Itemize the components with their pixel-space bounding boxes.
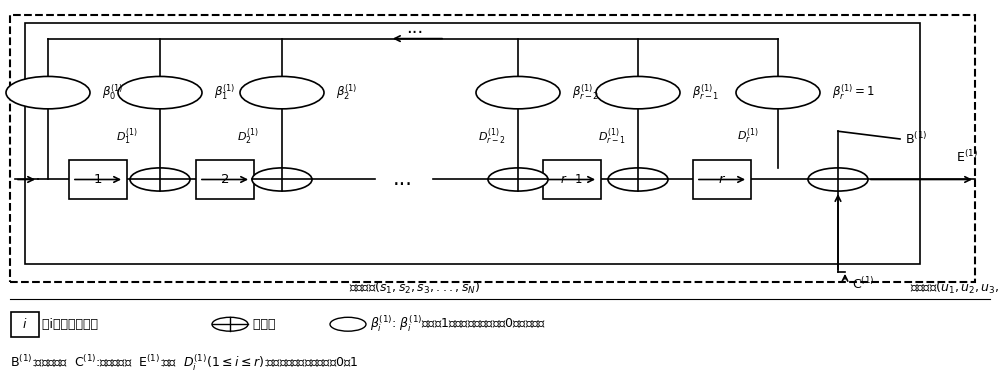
Text: $\beta_0^{(1)}$: $\beta_0^{(1)}$ xyxy=(102,83,123,102)
Circle shape xyxy=(240,76,324,109)
Circle shape xyxy=(808,168,868,191)
Text: $D_r^{(1)}$: $D_r^{(1)}$ xyxy=(737,127,759,147)
FancyBboxPatch shape xyxy=(693,160,751,199)
Text: $r$: $r$ xyxy=(718,173,726,186)
Text: $2$: $2$ xyxy=(220,173,230,186)
Text: C$^{(1)}$: C$^{(1)}$ xyxy=(852,276,875,292)
Text: 第i個移位寄存器: 第i個移位寄存器 xyxy=(42,318,106,331)
Circle shape xyxy=(736,76,820,109)
Text: ...: ... xyxy=(393,169,413,190)
Text: B$^{(1)}$: B$^{(1)}$ xyxy=(905,131,927,147)
FancyBboxPatch shape xyxy=(196,160,254,199)
Text: E$^{(1)}$: E$^{(1)}$ xyxy=(956,149,978,165)
Text: $\beta_2^{(1)}$: $\beta_2^{(1)}$ xyxy=(336,83,357,102)
FancyBboxPatch shape xyxy=(11,312,39,337)
Text: $\beta_{r-1}^{(1)}$: $\beta_{r-1}^{(1)}$ xyxy=(692,83,719,102)
Text: $1$: $1$ xyxy=(93,173,103,186)
Text: $r$$-$$1$: $r$$-$$1$ xyxy=(560,173,584,186)
Text: $\beta_1^{(1)}$: $\beta_1^{(1)}$ xyxy=(214,83,235,102)
Text: 模二加: 模二加 xyxy=(253,318,288,331)
Circle shape xyxy=(330,317,366,331)
Text: $\beta_r^{(1)}=1$: $\beta_r^{(1)}=1$ xyxy=(832,83,875,102)
Circle shape xyxy=(252,168,312,191)
Circle shape xyxy=(596,76,680,109)
Text: $D_1^{(1)}$: $D_1^{(1)}$ xyxy=(116,126,138,147)
Circle shape xyxy=(608,168,668,191)
Circle shape xyxy=(6,76,90,109)
FancyBboxPatch shape xyxy=(543,160,601,199)
Text: $\beta_{r-2}^{(1)}$: $\beta_{r-2}^{(1)}$ xyxy=(572,83,599,102)
Text: ...: ... xyxy=(406,19,424,37)
Circle shape xyxy=(212,317,248,331)
Circle shape xyxy=(488,168,548,191)
Circle shape xyxy=(130,168,190,191)
FancyBboxPatch shape xyxy=(69,160,127,199)
Circle shape xyxy=(118,76,202,109)
Circle shape xyxy=(476,76,560,109)
Text: B$^{(1)}$:開關接觸點  C$^{(1)}$:開關接觸點  E$^{(1)}$:開關  $D_i^{(1)}$(1$\leq i\leq r$):表示該: B$^{(1)}$:開關接觸點 C$^{(1)}$:開關接觸點 E$^{(1)}… xyxy=(10,353,358,373)
Text: $i$: $i$ xyxy=(22,317,28,331)
Text: $D_{r-2}^{(1)}$: $D_{r-2}^{(1)}$ xyxy=(478,126,506,147)
Text: $D_2^{(1)}$: $D_2^{(1)}$ xyxy=(237,126,259,147)
Text: $\beta_i^{(1)}$: $\beta_i^{(1)}$取値為1表示電路通；取値為0表示電路斷: $\beta_i^{(1)}$: $\beta_i^{(1)}$取値為1表示電路… xyxy=(370,314,546,334)
Text: $D_{r-1}^{(1)}$: $D_{r-1}^{(1)}$ xyxy=(598,126,626,147)
Text: 輸入序列$(s_1,s_2,s_3,...,s_N)$: 輸入序列$(s_1,s_2,s_3,...,s_N)$ xyxy=(349,279,481,296)
Text: 外碼碼字$(u_1,u_2,u_3,...,u_N)$: 外碼碼字$(u_1,u_2,u_3,...,u_N)$ xyxy=(910,279,1000,296)
